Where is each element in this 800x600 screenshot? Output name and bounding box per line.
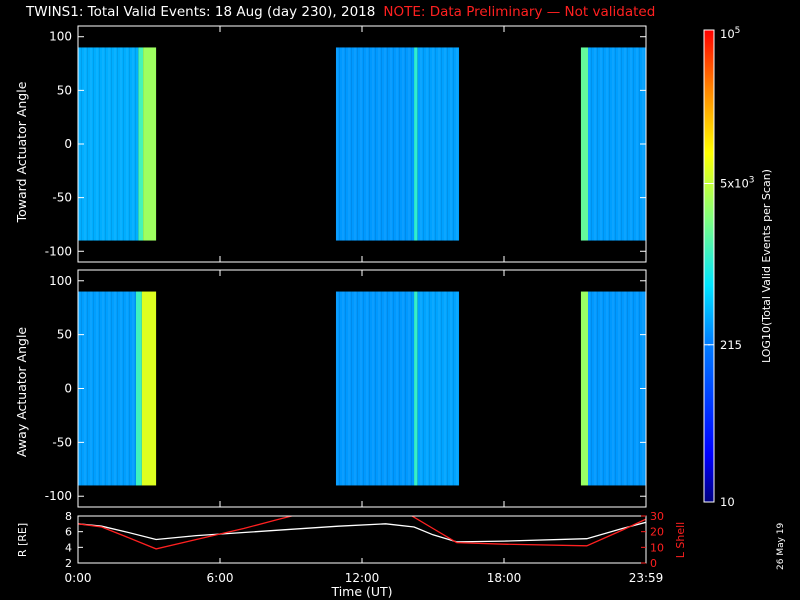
x-tick-label: 18:00 [487,571,522,585]
y-tick-label: 50 [57,83,72,97]
heatmap-block-texture [78,47,139,241]
heatmap-block-texture [588,47,646,241]
r-tick-label: 6 [65,526,72,539]
lshell-tick-label: 10 [650,541,664,554]
lshell-tick-label: 20 [650,526,664,539]
heatmap-block-texture [588,291,646,486]
y-tick-label: -50 [52,191,72,205]
heatmap-block [414,47,418,241]
heatmap-block [141,291,157,486]
title-main: TWINS1: Total Valid Events: 18 Aug (day … [26,4,376,20]
away-ylabel: Away Actuator Angle [14,327,29,458]
y-tick-label: 0 [64,382,72,396]
y-tick-label: -100 [45,244,72,258]
heatmap-block [580,291,589,486]
y-tick-label: -100 [45,489,72,503]
heatmap-block [143,47,157,241]
x-tick-label: 12:00 [345,571,380,585]
heatmap-block-texture [417,47,460,241]
r-axis-label: R [RE] [16,523,29,557]
y-tick-label: -50 [52,435,72,449]
plot-date: 26 May 19 [776,522,786,570]
toward-panel: Toward Actuator Angle 100 50 0 -50 -100 [14,25,647,263]
away-panel: Away Actuator Angle 100 50 0 -50 -100 [14,269,647,508]
heatmap-block [138,47,144,241]
colorbar-tick-label: 5x103 [720,176,755,191]
lshell-tick-label: 30 [650,510,664,523]
r-tick-label: 8 [65,510,72,523]
r-tick-label: 4 [65,541,72,554]
heatmap-block-texture [335,291,415,486]
x-tick-label: 0:00 [65,571,92,585]
y-tick-label: 100 [49,274,72,288]
colorbar: LOG10(Total Valid Events per Scan) 10 215… [703,26,773,509]
colorbar-gradient [703,29,715,503]
orbit-xlabel: Time (UT) [330,584,392,599]
lshell-tick-label: 0 [650,557,657,570]
colorbar-label: LOG10(Total Valid Events per Scan) [760,169,773,363]
heatmap-block-texture [335,47,415,241]
lshell-axis-label: L Shell [674,522,687,558]
r-tick-label: 2 [65,557,72,570]
heatmap-block-texture [417,291,460,486]
y-tick-label: 50 [57,328,72,342]
heatmap-block [580,47,589,241]
colorbar-tick-label: 215 [720,338,742,352]
r-series-line [78,521,646,543]
heatmap-block-texture [78,291,136,486]
y-tick-label: 0 [64,137,72,151]
title-note: NOTE: Data Preliminary — Not validated [383,4,656,20]
heatmap-block [414,291,418,486]
colorbar-tick-label: 105 [720,26,740,41]
x-tick-label: 23:59 [629,571,664,585]
x-tick-label: 6:00 [207,571,234,585]
toward-ylabel: Toward Actuator Angle [14,81,29,223]
chart-title: TWINS1: Total Valid Events: 18 Aug (day … [26,4,655,20]
colorbar-tick-label: 10 [720,495,735,509]
heatmap-block [135,291,142,486]
y-tick-label: 100 [49,30,72,44]
lshell-series-line [78,516,646,550]
orbit-panel: Time (UT) R [RE] L Shell 2 4 6 8 0 10 20 30 0:00… [16,510,687,599]
